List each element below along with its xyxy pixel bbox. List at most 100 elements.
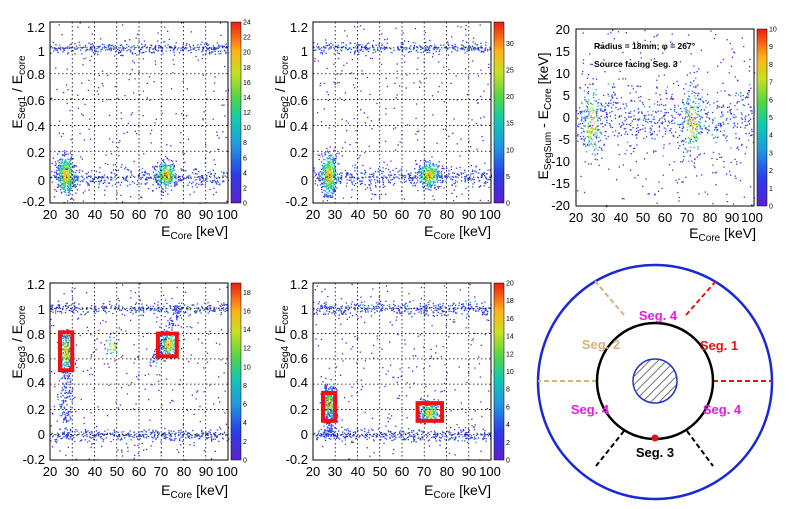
heatmap-point (65, 168, 67, 170)
heatmap-point (185, 44, 187, 46)
heatmap-point (100, 306, 103, 308)
heatmap-point (435, 173, 437, 176)
heatmap-point (68, 168, 70, 170)
heatmap-point (445, 175, 447, 177)
heatmap-point (179, 314, 181, 316)
heatmap-point (224, 172, 226, 174)
heatmap-point (195, 55, 197, 58)
heatmap-point (410, 174, 412, 176)
heatmap-point (435, 170, 438, 172)
heatmap-point (483, 51, 485, 53)
heatmap-point (93, 52, 95, 54)
heatmap-point (346, 62, 348, 64)
heatmap-point (58, 180, 60, 182)
heatmap-point (219, 45, 221, 47)
heatmap-point (184, 46, 186, 49)
heatmap-point (420, 82, 422, 84)
heatmap-point (697, 146, 699, 148)
heatmap-point (98, 183, 100, 185)
heatmap-point (117, 169, 119, 171)
heatmap-point (187, 308, 189, 310)
heatmap-point (720, 61, 722, 64)
heatmap-point (653, 116, 655, 118)
heatmap-point (67, 186, 69, 188)
heatmap-point (636, 144, 638, 146)
heatmap-point (72, 47, 74, 49)
heatmap-point (428, 183, 430, 185)
heatmap-point (696, 126, 698, 128)
heatmap-point (471, 49, 473, 51)
heatmap-point (224, 310, 226, 313)
heatmap-point (329, 161, 332, 164)
heatmap-point (735, 92, 737, 94)
heatmap-point (165, 163, 167, 166)
heatmap-point (125, 177, 127, 179)
heatmap-point (663, 104, 665, 107)
heatmap-point (470, 164, 472, 167)
heatmap-point (691, 129, 694, 132)
heatmap-point (428, 173, 430, 175)
heatmap-point (155, 180, 157, 183)
heatmap-point (67, 200, 69, 202)
heatmap-point (189, 444, 191, 446)
seg2-xtick: 90 (462, 207, 476, 222)
heatmap-point (616, 97, 618, 100)
heatmap-point (627, 85, 629, 87)
heatmap-point (213, 175, 215, 177)
heatmap-point (70, 180, 72, 182)
heatmap-point (153, 309, 155, 311)
heatmap-point (581, 116, 583, 118)
heatmap-point (630, 122, 632, 124)
heatmap-point (160, 175, 162, 178)
heatmap-point (577, 135, 579, 137)
heatmap-point (199, 177, 201, 179)
heatmap-point (596, 125, 598, 127)
heatmap-point (146, 308, 148, 311)
heatmap-point (476, 44, 479, 46)
heatmap-point (202, 47, 205, 50)
heatmap-point (588, 142, 590, 144)
heatmap-point (72, 171, 75, 173)
heatmap-point (682, 143, 685, 146)
heatmap-point (124, 434, 126, 437)
heatmap-point (332, 193, 335, 195)
heatmap-point (327, 157, 330, 160)
heatmap-point (100, 50, 102, 53)
heatmap-point (423, 165, 426, 167)
heatmap-point (96, 47, 98, 50)
heatmap-point (447, 174, 449, 176)
heatmap-point (369, 184, 371, 187)
heatmap-point (689, 108, 691, 111)
heatmap-point (712, 172, 714, 174)
heatmap-point (386, 85, 389, 88)
heatmap-point (735, 177, 737, 179)
heatmap-point (406, 74, 408, 76)
heatmap-point (358, 157, 360, 159)
heatmap-point (590, 135, 592, 137)
heatmap-point (631, 100, 633, 102)
heatmap-point (662, 52, 664, 54)
heatmap-point (460, 172, 462, 174)
heatmap-point (472, 186, 474, 188)
heatmap-point (78, 41, 80, 43)
heatmap-point (87, 311, 89, 313)
heatmap-point (360, 49, 362, 52)
heatmap-point (405, 181, 407, 183)
heatmap-point (435, 169, 437, 171)
heatmap-point (354, 77, 357, 79)
heatmap-point (124, 95, 126, 97)
heatmap-point (68, 171, 70, 173)
heatmap-point (405, 49, 407, 51)
heatmap-point (54, 164, 56, 166)
heatmap-point (163, 177, 165, 179)
heatmap-point (213, 82, 216, 84)
heatmap-point (472, 179, 474, 181)
heatmap-point (409, 177, 411, 179)
heatmap-point (180, 168, 182, 170)
heatmap-point (656, 134, 658, 136)
segsum-colorbar (756, 28, 768, 207)
heatmap-point (62, 166, 65, 168)
heatmap-point (140, 196, 142, 198)
heatmap-point (382, 177, 384, 180)
heatmap-point (378, 180, 380, 182)
